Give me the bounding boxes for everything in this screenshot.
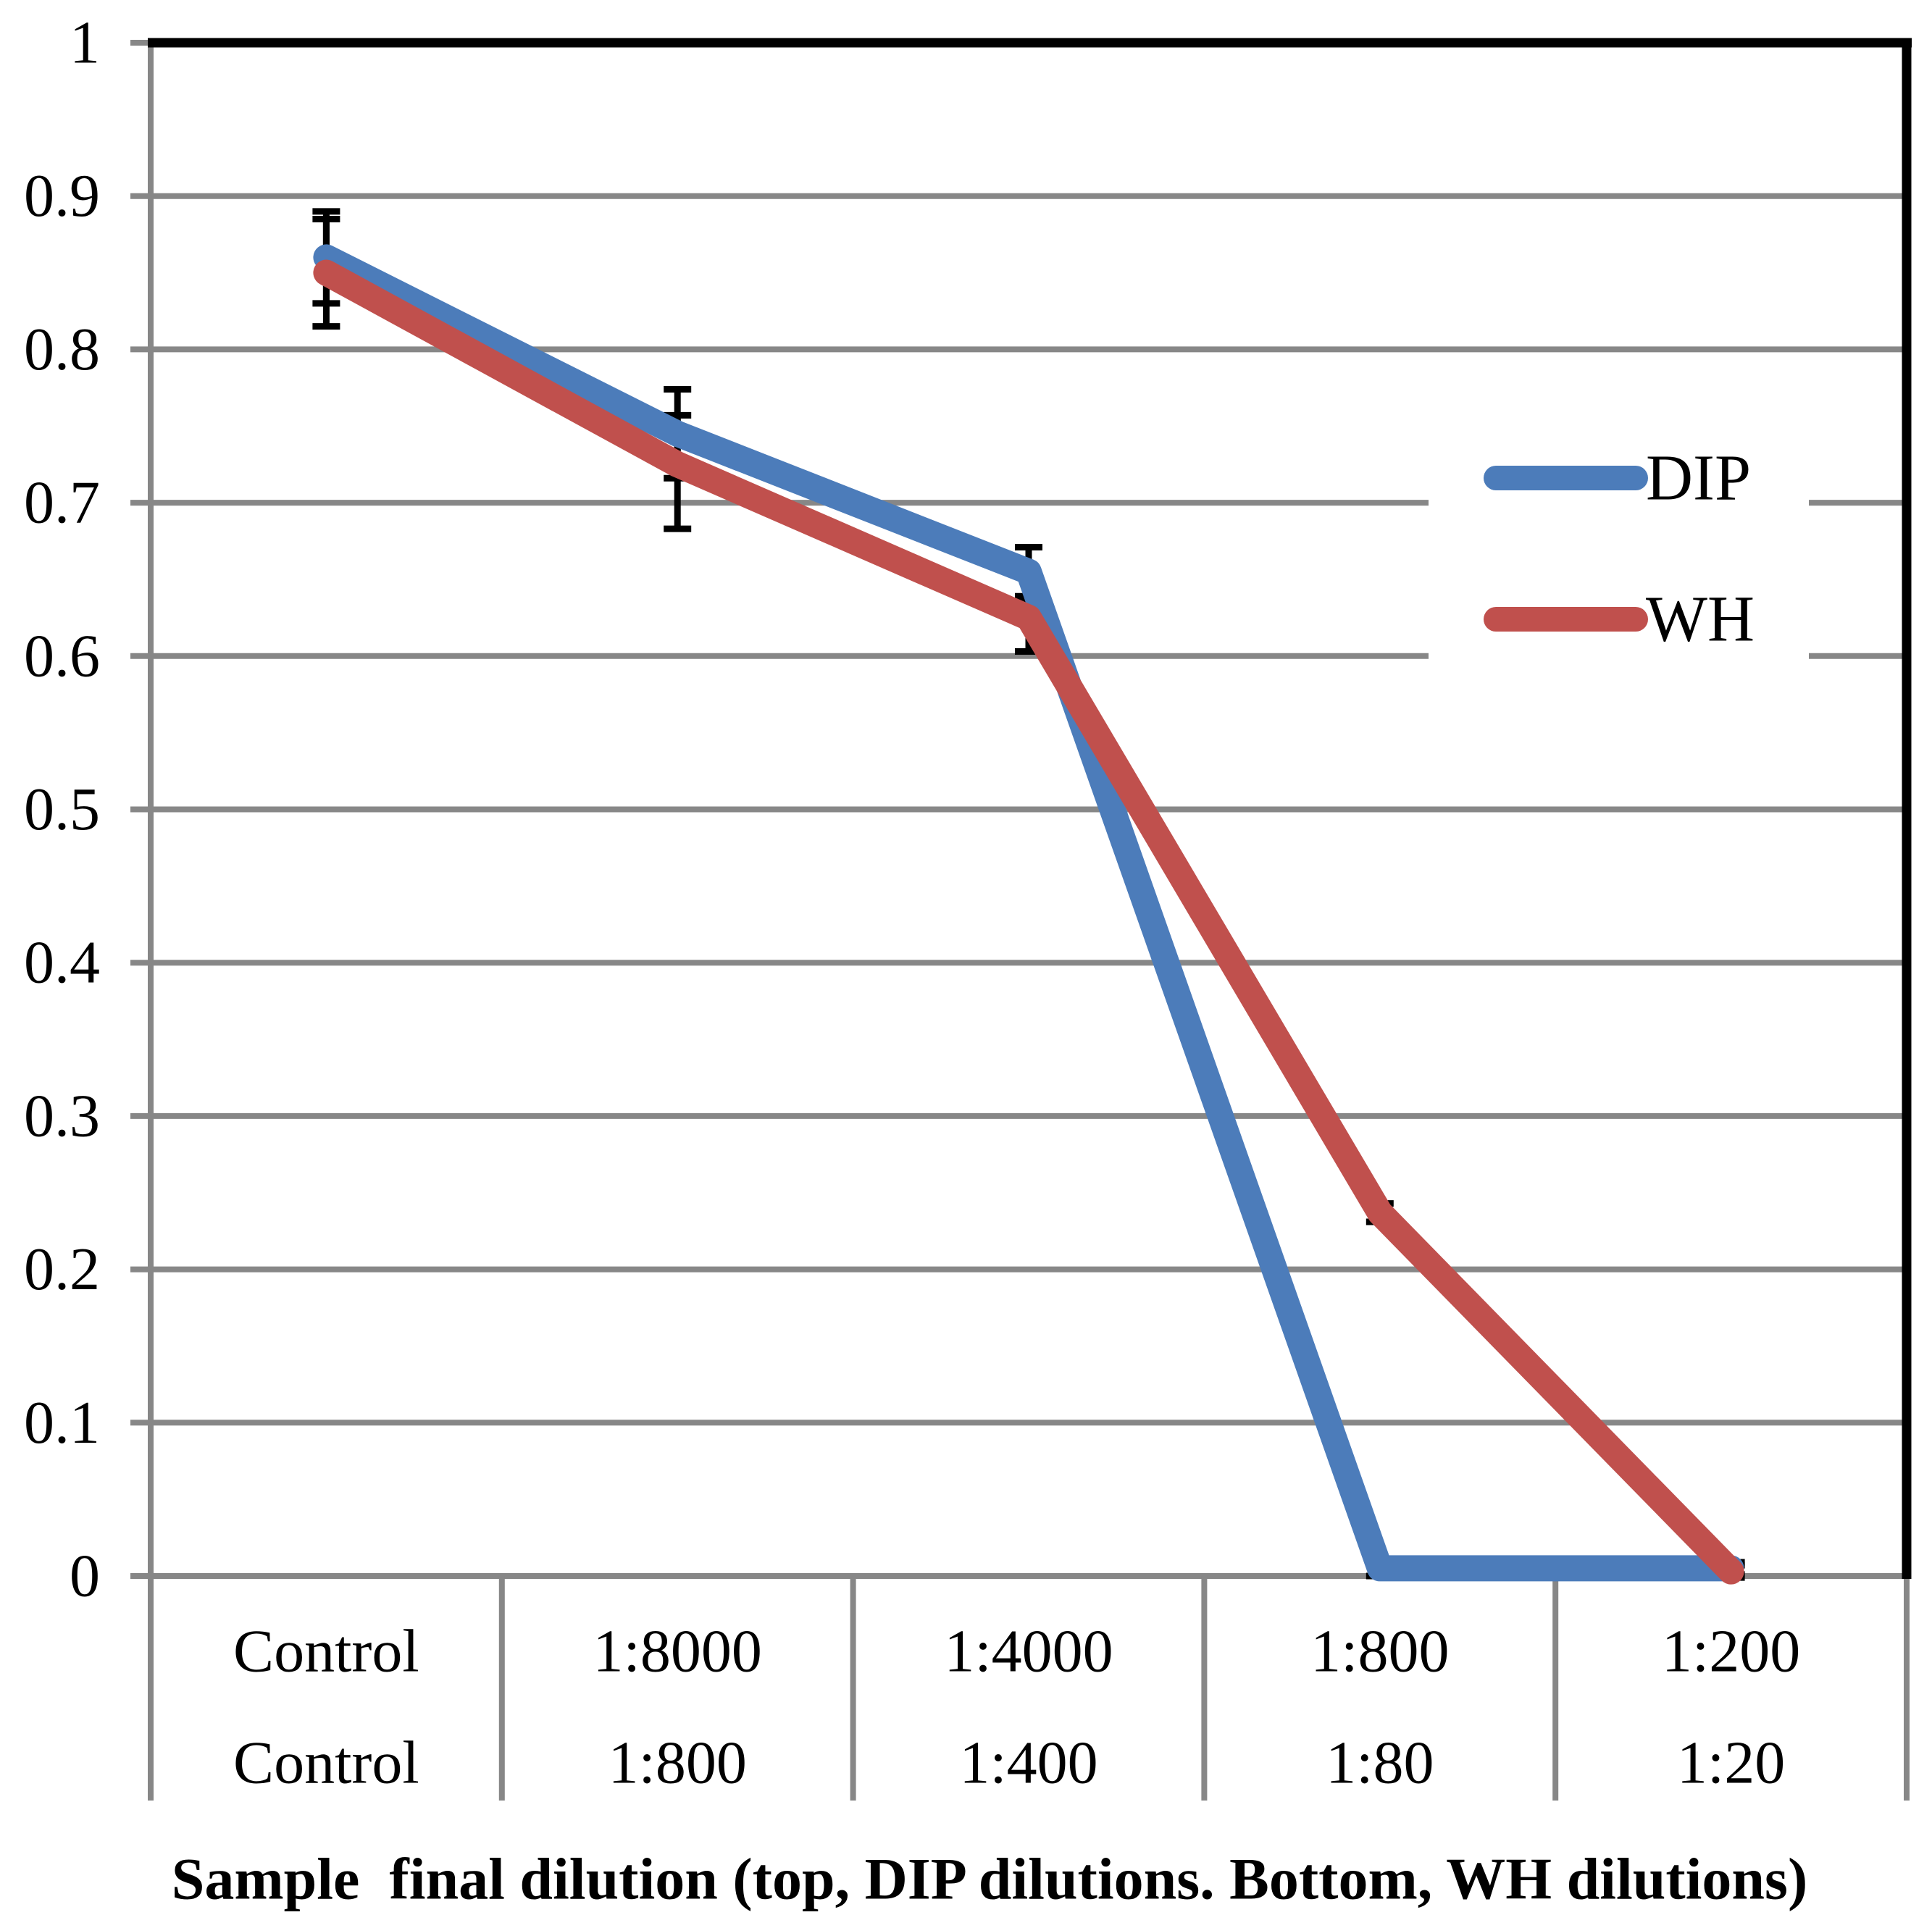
y-tick-label: 0.9	[24, 162, 100, 230]
x-category-label-row2: 1:800	[609, 1730, 747, 1797]
x-category-label-row1: 1:8000	[593, 1618, 762, 1685]
x-category-label-row2: 1:80	[1326, 1730, 1434, 1797]
x-category-label-row2: 1:400	[959, 1730, 1097, 1797]
dip-series-line	[313, 244, 1744, 1582]
y-tick-label: 1	[70, 9, 100, 77]
y-tick-label: 0.4	[24, 929, 100, 997]
x-category-label-row1: 1:200	[1662, 1618, 1800, 1685]
x-category-label-row1: Control	[233, 1618, 419, 1685]
y-tick-label: 0.8	[24, 316, 100, 383]
y-tick-label: 0.5	[24, 776, 100, 843]
x-category-label-row2: 1:20	[1677, 1730, 1785, 1797]
y-tick-label: 0.1	[24, 1389, 100, 1457]
legend-label-dip: DIP	[1646, 443, 1751, 514]
y-tick-label: 0.6	[24, 622, 100, 690]
x-category-label-row2: Control	[233, 1730, 419, 1797]
legend-label-wh: WH	[1646, 584, 1755, 655]
y-tick-label: 0.2	[24, 1236, 100, 1303]
x-category-label-row1: 1:4000	[944, 1618, 1113, 1685]
x-category-label-row1: 1:800	[1310, 1618, 1449, 1685]
x-axis-title: Sample final dilution (top, DIP dilution…	[172, 1846, 1808, 1912]
wh-series-line	[313, 259, 1744, 1585]
y-tick-label: 0.7	[24, 469, 100, 537]
y-tick-label: 0.3	[24, 1082, 100, 1149]
y-tick-label: 0	[70, 1543, 100, 1610]
